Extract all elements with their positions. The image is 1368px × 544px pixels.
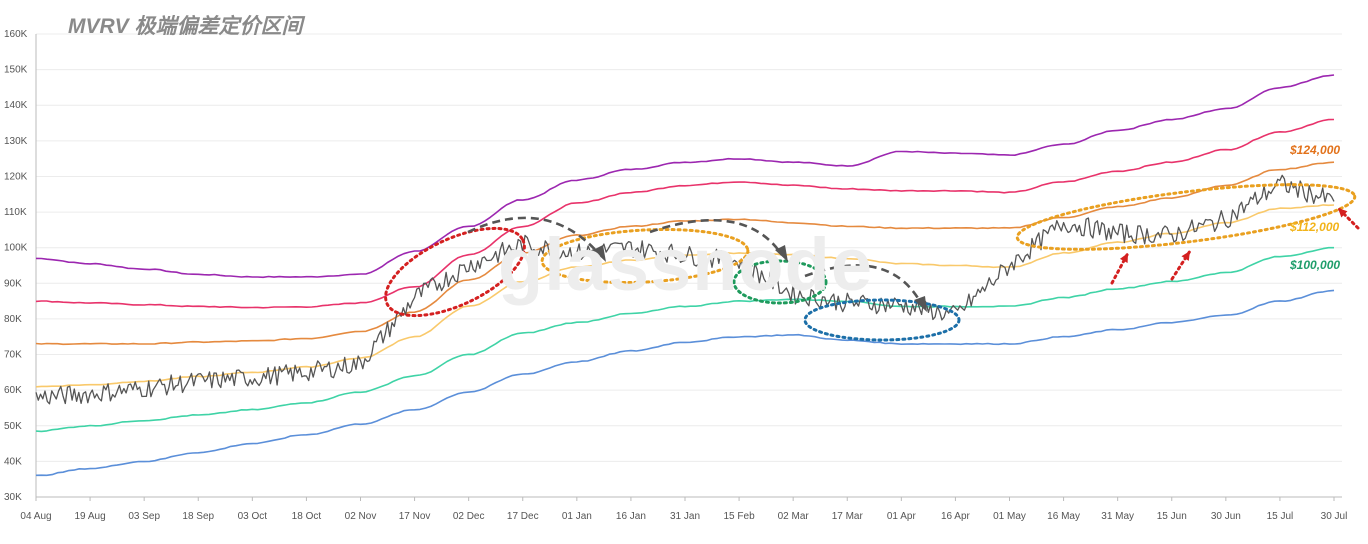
x-tick-label: 02 Mar	[778, 511, 810, 522]
x-tick-label: 17 Dec	[507, 511, 539, 522]
price-label-100k: $100,000	[1290, 258, 1341, 272]
y-axis: 30K 40K 50K 60K 70K 80K 90K 100K 110K 120K 130K 140…	[4, 29, 37, 503]
support-arrow-head	[1119, 253, 1128, 263]
x-tick-label: 19 Aug	[75, 511, 106, 522]
band-line-1	[35, 118, 1335, 309]
y-tick-label: 30K	[4, 492, 22, 503]
price-line	[35, 174, 1335, 405]
y-tick-label: 120K	[4, 171, 28, 182]
x-tick-label: 01 Jan	[562, 511, 592, 522]
price-label-112k: $112,000	[1290, 220, 1340, 234]
y-tick-label: 110K	[4, 207, 27, 218]
y-tick-label: 80K	[4, 314, 22, 325]
highlight-ellipse-orange	[540, 227, 750, 285]
band-line-0	[35, 74, 1335, 279]
highlight-ellipse-orange-2	[1015, 183, 1357, 251]
x-tick-label: 18 Sep	[182, 511, 214, 522]
x-tick-label: 01 May	[993, 511, 1026, 522]
y-tick-label: 140K	[4, 100, 28, 111]
y-tick-label: 160K	[4, 29, 28, 40]
watermark: glassnode	[498, 223, 873, 306]
x-tick-label: 02 Nov	[345, 511, 377, 522]
x-tick-label: 03 Sep	[128, 511, 160, 522]
y-tick-label: 70K	[4, 350, 22, 361]
arc-arrowhead	[914, 296, 927, 312]
arc-arrowhead	[593, 245, 606, 262]
highlight-ellipse-green	[732, 259, 828, 305]
support-arrow	[1110, 251, 1130, 285]
x-tick-label: 15 Jul	[1267, 511, 1294, 522]
x-tick-label: 03 Oct	[238, 511, 268, 522]
x-tick-label: 30 Jun	[1211, 511, 1241, 522]
x-tick-label: 31 May	[1101, 511, 1134, 522]
x-tick-label: 04 Aug	[20, 511, 51, 522]
y-tick-label: 60K	[4, 385, 22, 396]
y-tick-label: 50K	[4, 421, 22, 432]
support-arrow	[1170, 249, 1192, 281]
gridlines	[36, 33, 1342, 498]
x-tick-label: 15 Feb	[724, 511, 756, 522]
series-lines	[35, 74, 1335, 477]
x-tick-label: 18 Oct	[292, 511, 322, 522]
band-line-4	[35, 246, 1334, 433]
support-arrow-head	[1338, 208, 1348, 218]
price-label-124k: $124,000	[1290, 143, 1341, 157]
arc-arrow	[649, 218, 784, 256]
band-line-5	[35, 289, 1335, 477]
x-tick-label: 16 May	[1047, 511, 1080, 522]
y-tick-label: 90K	[4, 278, 22, 289]
chart-title: MVRV 极端偏差定价区间	[68, 15, 303, 38]
x-tick-label: 31 Jan	[670, 511, 700, 522]
x-tick-label: 17 Nov	[399, 511, 431, 522]
annotation-marks	[384, 183, 1360, 342]
x-tick-label: 15 Jun	[1157, 511, 1187, 522]
x-tick-label: 02 Dec	[453, 511, 485, 522]
x-tick-label: 17 Mar	[832, 511, 864, 522]
highlight-ellipse-red	[384, 226, 526, 318]
x-tick-label: 01 Apr	[887, 511, 917, 522]
x-tick-label: 16 Apr	[941, 511, 971, 522]
y-tick-label: 100K	[4, 243, 28, 254]
x-axis: 04 Aug 19 Aug 03 Sep 18 Sep 03 Oct 18 Oct 02 N…	[20, 496, 1348, 522]
support-arrow-head	[1181, 251, 1190, 261]
x-tick-label: 30 Jul	[1321, 511, 1348, 522]
y-tick-label: 150K	[4, 65, 28, 76]
arc-arrowhead	[775, 245, 788, 262]
arc-arrow	[804, 264, 924, 306]
y-tick-label: 40K	[4, 456, 22, 467]
y-tick-label: 130K	[4, 136, 28, 147]
highlight-ellipse-blue	[803, 298, 961, 342]
arc-arrow	[467, 216, 601, 256]
band-line-3	[35, 204, 1335, 388]
band-line-2	[35, 161, 1335, 346]
x-tick-label: 16 Jan	[616, 511, 646, 522]
